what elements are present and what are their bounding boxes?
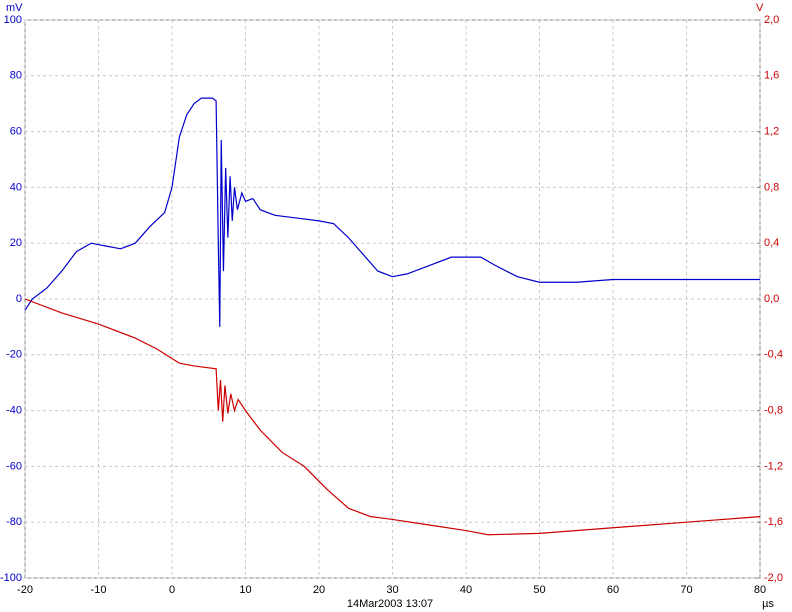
y-axis-unit: mV xyxy=(6,2,23,14)
x-tick-label: 60 xyxy=(607,584,619,596)
x-tick-label: 80 xyxy=(754,584,766,596)
x-tick-label: -10 xyxy=(91,584,107,596)
x-tick-label: 70 xyxy=(680,584,692,596)
y-tick-label: 60 xyxy=(10,126,22,138)
x-tick-label: 40 xyxy=(460,584,472,596)
x-tick-label: 50 xyxy=(533,584,545,596)
timestamp: 14Mar2003 13:07 xyxy=(347,598,433,610)
y-tick-label: -40 xyxy=(6,405,22,417)
y2-tick-label: -1,6 xyxy=(764,516,783,528)
y-tick-label: 0 xyxy=(16,293,22,305)
y2-tick-label: 1,2 xyxy=(764,126,779,138)
y-tick-label: -20 xyxy=(6,349,22,361)
y-tick-label: -60 xyxy=(6,460,22,472)
y2-tick-label: 0,0 xyxy=(764,293,779,305)
y-tick-label: 40 xyxy=(10,181,22,193)
y2-tick-label: -0,8 xyxy=(764,405,783,417)
y2-tick-label: -0,4 xyxy=(764,349,783,361)
x-tick-label: 10 xyxy=(239,584,251,596)
y2-tick-label: 1,6 xyxy=(764,70,779,82)
y-tick-label: 80 xyxy=(10,70,22,82)
x-axis-unit: µs xyxy=(762,598,774,610)
y2-tick-label: 0,8 xyxy=(764,181,779,193)
x-tick-label: 30 xyxy=(386,584,398,596)
y-tick-label: 100 xyxy=(4,14,22,26)
y2-axis-unit: V xyxy=(756,2,764,14)
trace-line xyxy=(24,97,760,327)
x-tick-label: 0 xyxy=(169,584,175,596)
y-tick-label: -100 xyxy=(0,572,22,584)
y2-tick-label: -1,2 xyxy=(764,460,783,472)
y2-tick-label: -2,0 xyxy=(764,572,783,584)
x-tick-label: 20 xyxy=(313,584,325,596)
y-tick-label: 20 xyxy=(10,237,22,249)
y2-tick-label: 0,4 xyxy=(764,237,779,249)
y-tick-label: -80 xyxy=(6,516,22,528)
x-tick-label: -20 xyxy=(17,584,33,596)
y2-tick-label: 2,0 xyxy=(764,14,779,26)
trace-line xyxy=(24,298,761,536)
